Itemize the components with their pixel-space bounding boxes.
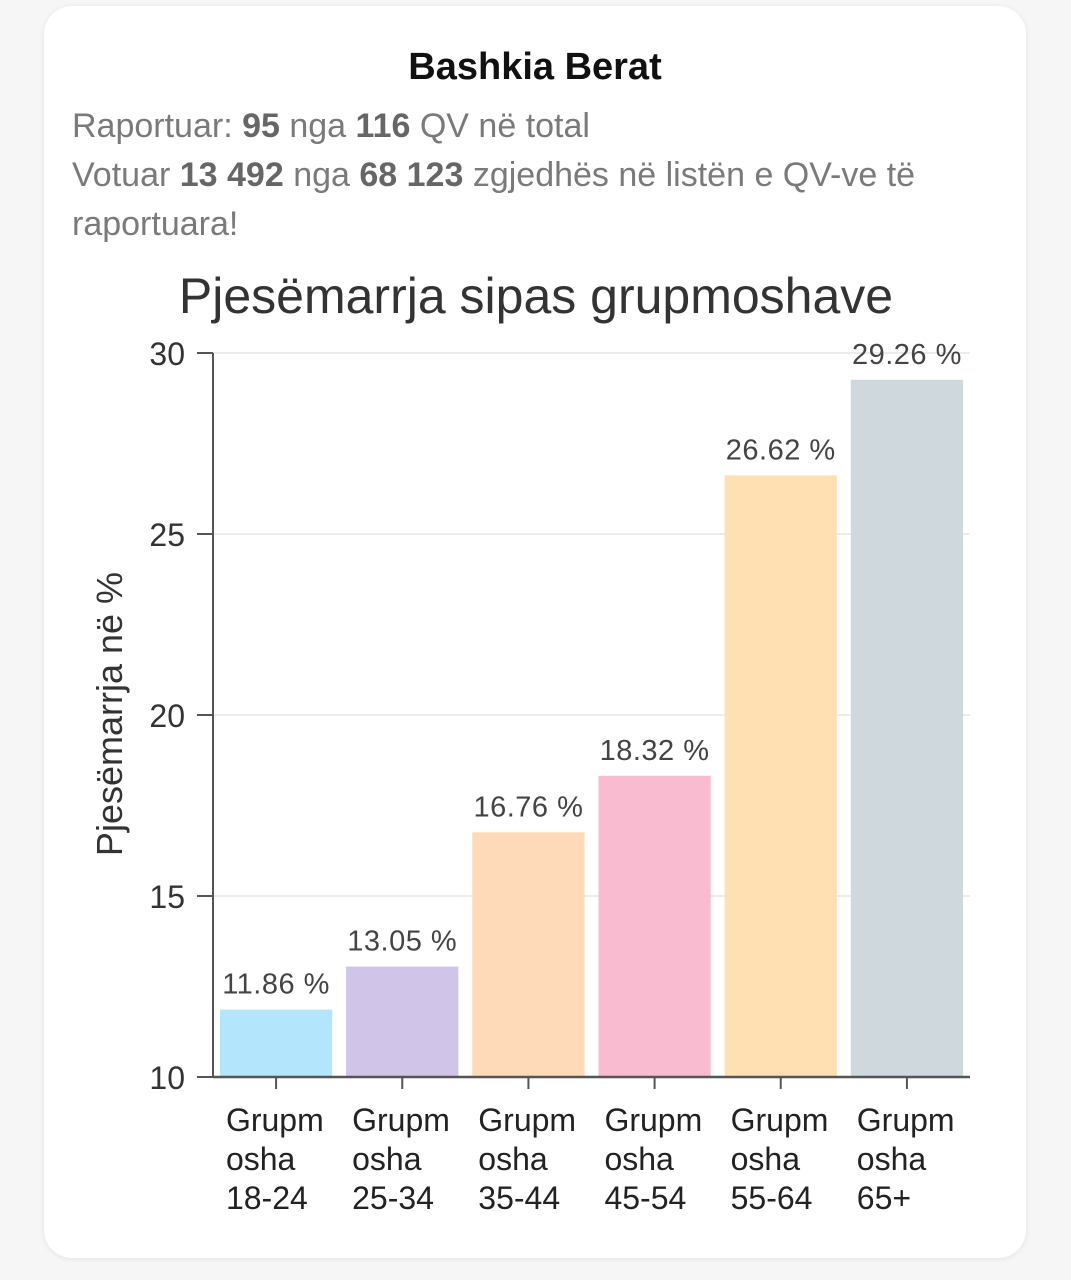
bar xyxy=(346,966,459,1077)
voted-count: 13 492 xyxy=(179,156,284,194)
grid-lines xyxy=(213,352,970,897)
bar xyxy=(724,475,837,1078)
chart-title: Pjesëmarrja sipas grupmoshave xyxy=(179,268,893,324)
reported-stations: 95 xyxy=(242,107,280,145)
x-category-label: Grupm osha 18-24 xyxy=(226,1102,324,1216)
bars xyxy=(219,379,964,1078)
y-tick-label: 10 xyxy=(149,1060,185,1096)
x-category-label: Grupm osha 65+ xyxy=(857,1102,955,1216)
bar-value-label: 16.76 % xyxy=(473,791,583,823)
bar xyxy=(219,1009,333,1077)
x-category-label: Grupm osha 25-34 xyxy=(352,1102,450,1216)
bar xyxy=(472,832,585,1077)
bar xyxy=(850,379,964,1078)
voted-line: Votuar 13 492 nga 68 123 zgjedhës në lis… xyxy=(72,156,916,243)
y-axis-label: Pjesëmarrja në % xyxy=(89,572,130,856)
x-category-label: Grupm osha 35-44 xyxy=(478,1102,576,1216)
bar xyxy=(598,775,711,1077)
x-category-label: Grupm osha 45-54 xyxy=(604,1102,702,1216)
total-stations: 116 xyxy=(355,107,411,145)
bar-value-label: 29.26 % xyxy=(852,339,962,371)
report-summary: Raportuar: 95 nga 116 QV në total Votuar… xyxy=(72,102,992,249)
registered-count: 68 123 xyxy=(359,156,464,194)
y-tick-label: 30 xyxy=(149,336,185,372)
bar-value-label: 13.05 % xyxy=(347,926,457,958)
labels: 10 15 20 25 30 11.86 % Grupm osha 18-24 13.05 % Gr… xyxy=(149,336,961,1216)
y-tick-label: 25 xyxy=(149,517,185,553)
bar-value-label: 26.62 % xyxy=(726,434,836,466)
reported-line: Raportuar: 95 nga 116 QV në total xyxy=(72,107,590,145)
y-tick-label: 20 xyxy=(149,698,185,734)
axes xyxy=(197,352,970,1089)
y-tick-label: 15 xyxy=(149,879,185,915)
bar-value-label: 11.86 % xyxy=(222,969,330,1001)
bar-value-label: 18.32 % xyxy=(600,735,710,767)
card-title: Bashkia Berat xyxy=(408,46,662,88)
x-category-label: Grupm osha 55-64 xyxy=(731,1102,829,1216)
